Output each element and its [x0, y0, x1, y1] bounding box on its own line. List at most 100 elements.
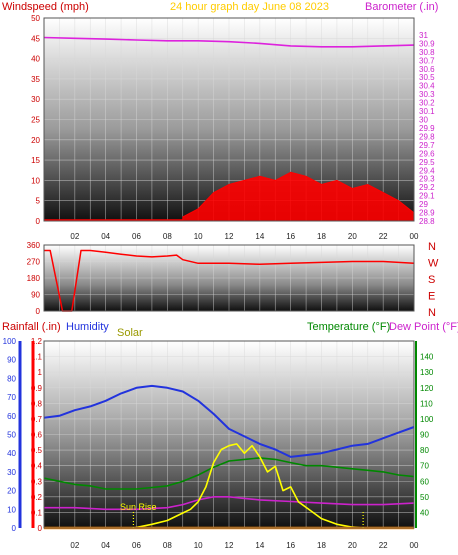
direction-letter: W	[428, 258, 439, 270]
bottom-xtick: 16	[286, 541, 295, 550]
top-xtick: 18	[317, 232, 326, 241]
humidity-ytick: 80	[7, 374, 16, 383]
temperature-ytick: 70	[420, 462, 429, 471]
barometer-ytick: 30.4	[419, 82, 435, 91]
sunrise-annotation: Sun Rise	[120, 502, 157, 512]
humidity-ytick: 20	[7, 487, 16, 496]
barometer-ytick: 29.4	[419, 166, 435, 175]
rainfall-ytick: 0.3	[31, 477, 43, 486]
barometer-ytick: 29.3	[419, 175, 435, 184]
direction-ytick: 0	[36, 307, 41, 316]
barometer-ytick: 28.8	[419, 217, 435, 226]
barometer-ytick: 30.7	[419, 56, 435, 65]
bottom-xtick: 08	[163, 541, 172, 550]
barometer-ytick: 28.9	[419, 209, 435, 218]
rainfall-ytick: 1.2	[31, 337, 43, 346]
barometer-ytick: 30.5	[419, 73, 435, 82]
windspeed-area	[182, 171, 415, 222]
barometer-ytick: 31	[419, 31, 428, 40]
bottom-xtick: 22	[379, 541, 388, 550]
windspeed-ytick: 15	[31, 156, 40, 165]
temperature-ytick: 80	[420, 446, 429, 455]
rainfall-ytick: 0.8	[31, 399, 43, 408]
temperature-ytick: 110	[420, 399, 433, 408]
bottom-xtick: 02	[70, 541, 79, 550]
barometer-ytick: 30.6	[419, 65, 435, 74]
top-xtick: 16	[286, 232, 295, 241]
barometer-ytick: 30.8	[419, 48, 435, 57]
windspeed-ytick: 0	[36, 217, 41, 226]
rainfall-ytick: 0.9	[31, 384, 43, 393]
windspeed-ytick: 10	[31, 176, 40, 185]
rainfall-ytick: 1	[38, 368, 43, 377]
direction-letter: N	[428, 307, 436, 319]
barometer-ytick: 29.5	[419, 158, 435, 167]
humidity-ytick: 100	[3, 337, 17, 346]
direction-letter: E	[428, 291, 435, 303]
humidity-ytick: 70	[7, 393, 16, 402]
temperature-line	[43, 457, 415, 490]
windspeed-ytick: 5	[36, 197, 41, 206]
barometer-ytick: 30.1	[419, 107, 435, 116]
humidity-ytick: 50	[7, 431, 16, 440]
temperature-ytick: 40	[420, 508, 429, 517]
top-xtick: 00	[410, 232, 419, 241]
top-xtick: 14	[255, 232, 264, 241]
barometer-ytick: 30.2	[419, 99, 435, 108]
humidity-line	[43, 384, 415, 458]
top-xtick: 10	[194, 232, 203, 241]
rainfall-ytick: 0.6	[31, 431, 43, 440]
bottom-xtick: 12	[225, 541, 234, 550]
direction-ytick: 180	[27, 274, 41, 283]
humidity-ytick: 30	[7, 468, 16, 477]
direction-ytick: 270	[27, 258, 41, 267]
direction-letter: N	[428, 241, 436, 253]
windspeed-ytick: 30	[31, 95, 40, 104]
direction-letter: S	[428, 274, 435, 286]
windspeed-ytick: 45	[31, 34, 40, 43]
windspeed-axis-label: Windspeed (mph)	[2, 1, 89, 13]
direction-ytick: 360	[27, 241, 41, 250]
top-xtick: 08	[163, 232, 172, 241]
top-xtick: 22	[379, 232, 388, 241]
bottom-xtick: 06	[132, 541, 141, 550]
barometer-ytick: 29	[419, 200, 428, 209]
temperature-ytick: 130	[420, 368, 434, 377]
windspeed-ytick: 40	[31, 55, 40, 64]
barometer-ytick: 29.8	[419, 132, 435, 141]
barometer-ytick: 29.1	[419, 192, 435, 201]
top-xtick: 02	[70, 232, 79, 241]
temperature-ytick: 140	[420, 353, 434, 362]
bottom-xtick: 10	[194, 541, 203, 550]
solar-line	[133, 443, 364, 529]
windspeed-ytick: 35	[31, 75, 40, 84]
rainfall-ytick: 0.4	[31, 462, 43, 471]
barometer-ytick: 29.6	[419, 149, 435, 158]
bottom-xtick: 18	[317, 541, 326, 550]
barometer-ytick: 30	[419, 116, 428, 125]
windspeed-ytick: 50	[31, 14, 40, 23]
barometer-ytick: 29.7	[419, 141, 435, 150]
barometer-line	[43, 36, 415, 48]
temperature-axis-label: Temperature (°F)	[307, 321, 390, 333]
rainfall-ytick: 1.1	[31, 353, 43, 362]
rainfall-ytick: 0.5	[31, 446, 43, 455]
top-xtick: 06	[132, 232, 141, 241]
barometer-ytick: 30.3	[419, 90, 435, 99]
bottom-xtick: 14	[255, 541, 264, 550]
temperature-ytick: 100	[420, 415, 434, 424]
humidity-ytick: 90	[7, 356, 16, 365]
barometer-ytick: 30.9	[419, 39, 435, 48]
temperature-ytick: 90	[420, 431, 429, 440]
temperature-ytick: 120	[420, 384, 434, 393]
bottom-xtick: 04	[101, 541, 110, 550]
humidity-ytick: 0	[12, 524, 17, 533]
windspeed-ytick: 25	[31, 116, 40, 125]
humidity-ytick: 60	[7, 412, 16, 421]
top-xtick: 20	[348, 232, 357, 241]
direction-ytick: 90	[31, 291, 40, 300]
barometer-axis-label: Barometer (.in)	[365, 1, 438, 13]
bottom-xtick: 00	[410, 541, 419, 550]
